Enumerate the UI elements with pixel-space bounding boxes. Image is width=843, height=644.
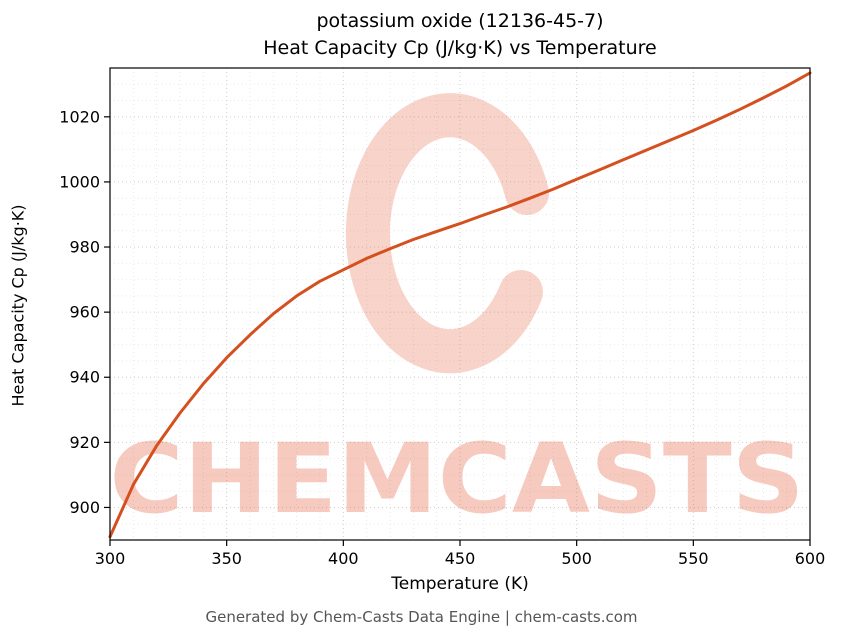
y-axis-label: Heat Capacity Cp (J/kg·K) — [8, 204, 28, 407]
y-tick-label: 940 — [69, 368, 100, 387]
x-tick-label: 600 — [795, 549, 826, 568]
y-tick-label: 900 — [69, 498, 100, 517]
y-tick-label: 960 — [69, 303, 100, 322]
x-tick-label: 350 — [211, 549, 242, 568]
x-tick-label: 300 — [95, 549, 126, 568]
x-axis-label: Temperature (K) — [391, 574, 529, 594]
chart-title-line1: potassium oxide (12136-45-7) — [316, 10, 604, 32]
x-tick-label: 450 — [445, 549, 476, 568]
footer-text: Generated by Chem-Casts Data Engine | ch… — [205, 608, 638, 626]
watermark-text: CHEMCASTS — [110, 423, 805, 535]
data-line — [108, 71, 812, 539]
y-tick-label: 1000 — [59, 172, 100, 191]
x-tick-label: 550 — [678, 549, 709, 568]
chart-title-line2: Heat Capacity Cp (J/kg·K) vs Temperature — [263, 37, 657, 59]
y-tick-label: 980 — [69, 238, 100, 257]
watermark-ring-icon — [345, 93, 549, 374]
y-tick-label: 920 — [69, 433, 100, 452]
chart-title: potassium oxide (12136-45-7) Heat Capaci… — [110, 8, 810, 62]
x-tick-label: 400 — [328, 549, 359, 568]
x-tick-label: 500 — [561, 549, 592, 568]
y-tick-label: 1020 — [59, 107, 100, 126]
